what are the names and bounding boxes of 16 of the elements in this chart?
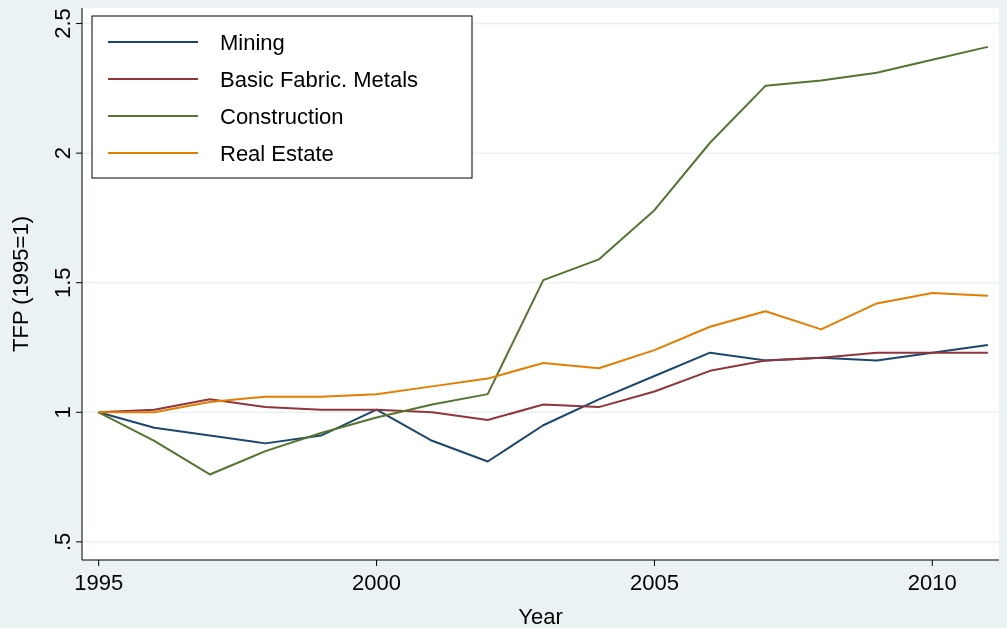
y-tick-label: 1 xyxy=(50,406,75,419)
x-axis-title: Year xyxy=(518,604,563,628)
x-tick-label: 2000 xyxy=(352,570,402,595)
y-tick-label: 2 xyxy=(50,147,75,160)
line-series xyxy=(97,292,989,414)
legend-label: Basic Fabric. Metals xyxy=(220,67,419,92)
x-tick-label: 2005 xyxy=(629,570,679,595)
legend-label: Construction xyxy=(220,104,344,129)
legend-label: Real Estate xyxy=(220,141,334,166)
y-tick-label: 2.5 xyxy=(50,8,75,39)
y-axis-title: TFP (1995=1) xyxy=(8,216,33,352)
x-tick-label: 1995 xyxy=(74,570,124,595)
legend-label: Mining xyxy=(220,30,285,55)
y-tick-label: .5 xyxy=(50,532,75,552)
y-tick-label: 1.5 xyxy=(50,267,75,298)
x-tick-label: 2010 xyxy=(907,570,957,595)
